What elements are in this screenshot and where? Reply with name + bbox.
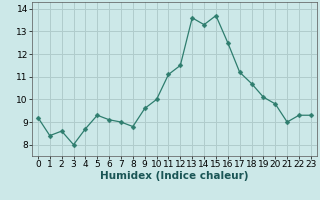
X-axis label: Humidex (Indice chaleur): Humidex (Indice chaleur) bbox=[100, 171, 249, 181]
